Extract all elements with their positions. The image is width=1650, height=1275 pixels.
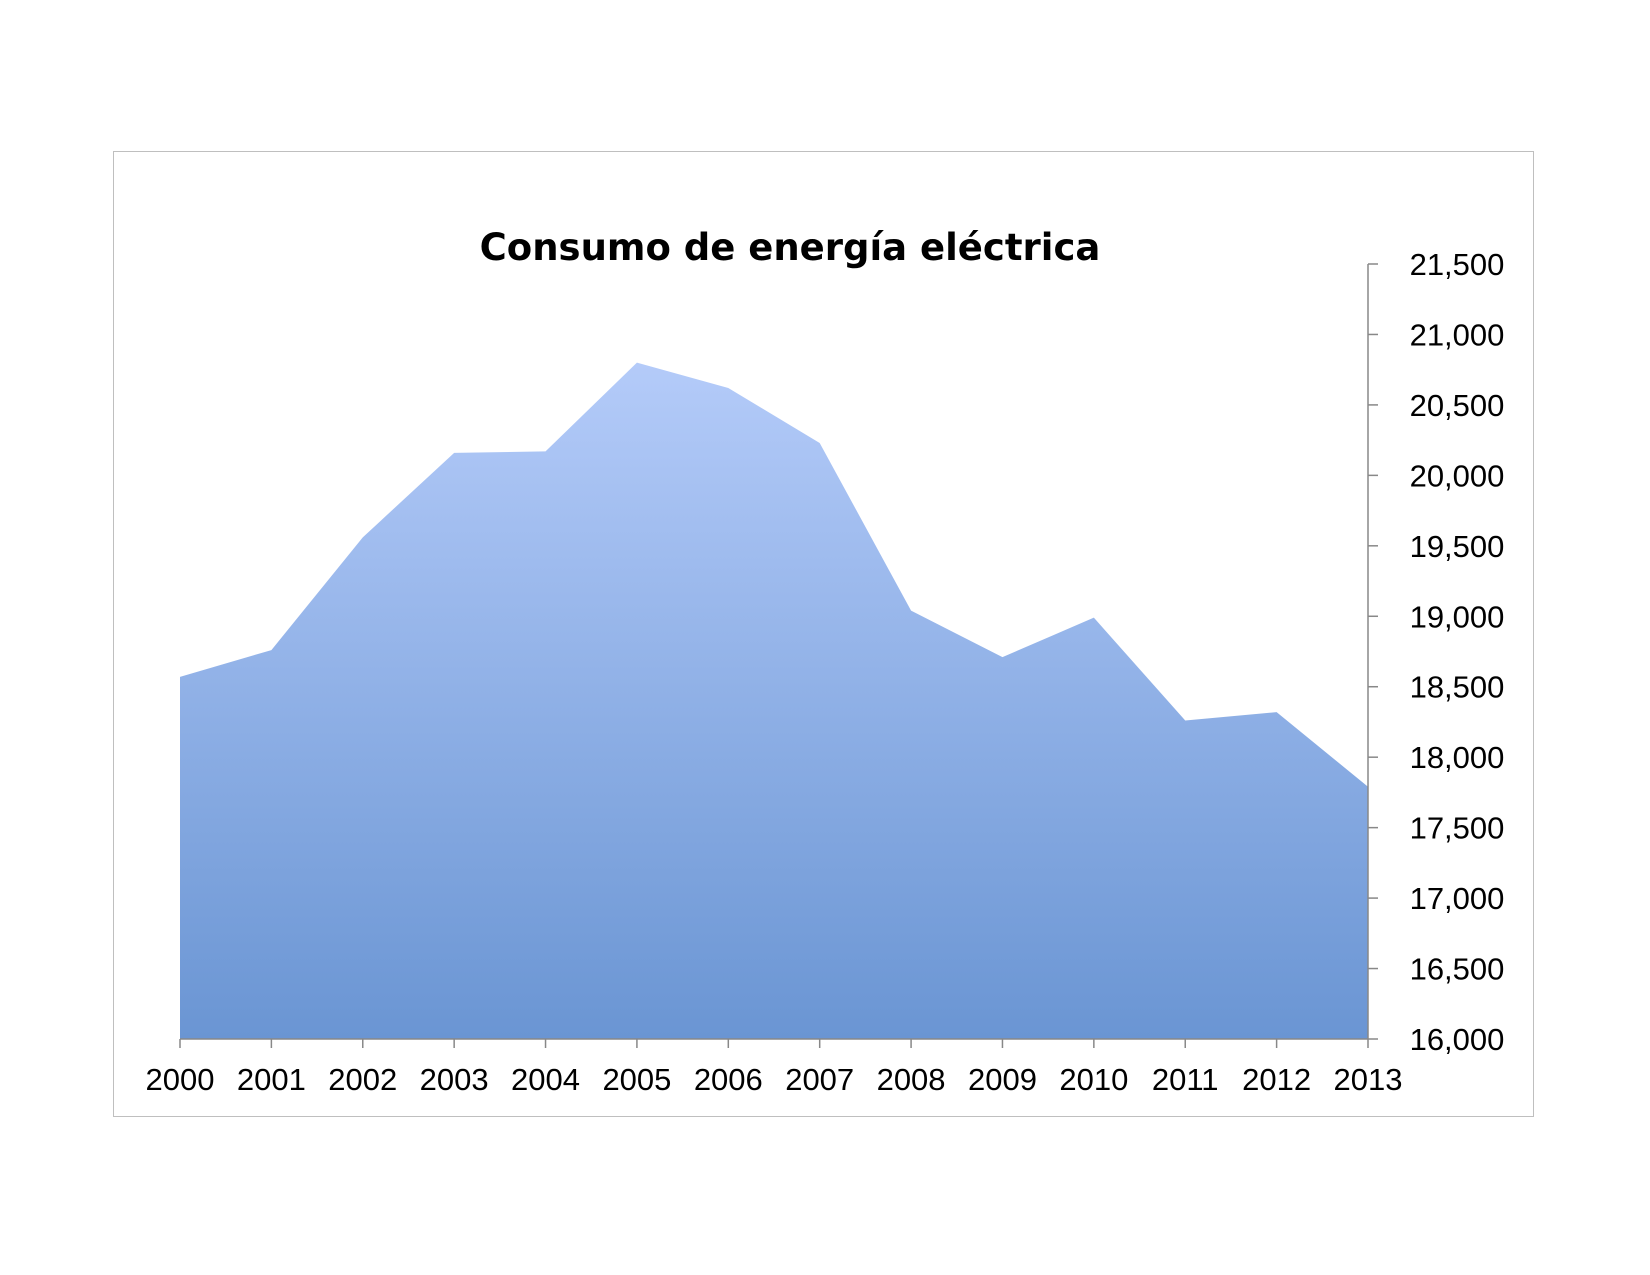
ticks-layer: 2000 2001 2002 2003 2004 2005 2006 2007 2008 2009… [146,247,1505,1097]
y-tick-label: 20,000 [1410,458,1505,493]
x-tick-label: 2000 [146,1062,215,1097]
y-tick-label: 21,500 [1410,247,1505,282]
x-tick-label: 2004 [511,1062,580,1097]
x-tick-label: 2002 [328,1062,397,1097]
x-tick-label: 2001 [237,1062,306,1097]
x-tick-label: 2009 [968,1062,1037,1097]
y-tick-label: 16,000 [1410,1022,1505,1057]
x-tick-label: 2010 [1059,1062,1128,1097]
x-tick-label: 2008 [877,1062,946,1097]
x-tick-label: 2012 [1242,1062,1311,1097]
y-tick-label: 19,500 [1410,529,1505,564]
y-tick-label: 16,500 [1410,952,1505,987]
x-tick-label: 2005 [602,1062,671,1097]
y-tick-label: 20,500 [1410,388,1505,423]
x-tick-label: 2006 [694,1062,763,1097]
y-tick-label: 18,500 [1410,670,1505,705]
y-tick-label: 17,000 [1410,881,1505,916]
y-tick-label: 17,500 [1410,811,1505,846]
y-tick-label: 19,000 [1410,599,1505,634]
area-series [180,362,1368,1039]
x-tick-label: 2003 [420,1062,489,1097]
y-tick-label: 18,000 [1410,740,1505,775]
axes-layer [180,264,1369,1040]
x-tick-label: 2013 [1334,1062,1403,1097]
x-tick-label: 2007 [785,1062,854,1097]
x-tick-label: 2011 [1152,1062,1219,1097]
chart-title: Consumo de energía eléctrica [480,226,1101,269]
y-tick-label: 21,000 [1410,317,1505,352]
area-layer [180,362,1368,1039]
